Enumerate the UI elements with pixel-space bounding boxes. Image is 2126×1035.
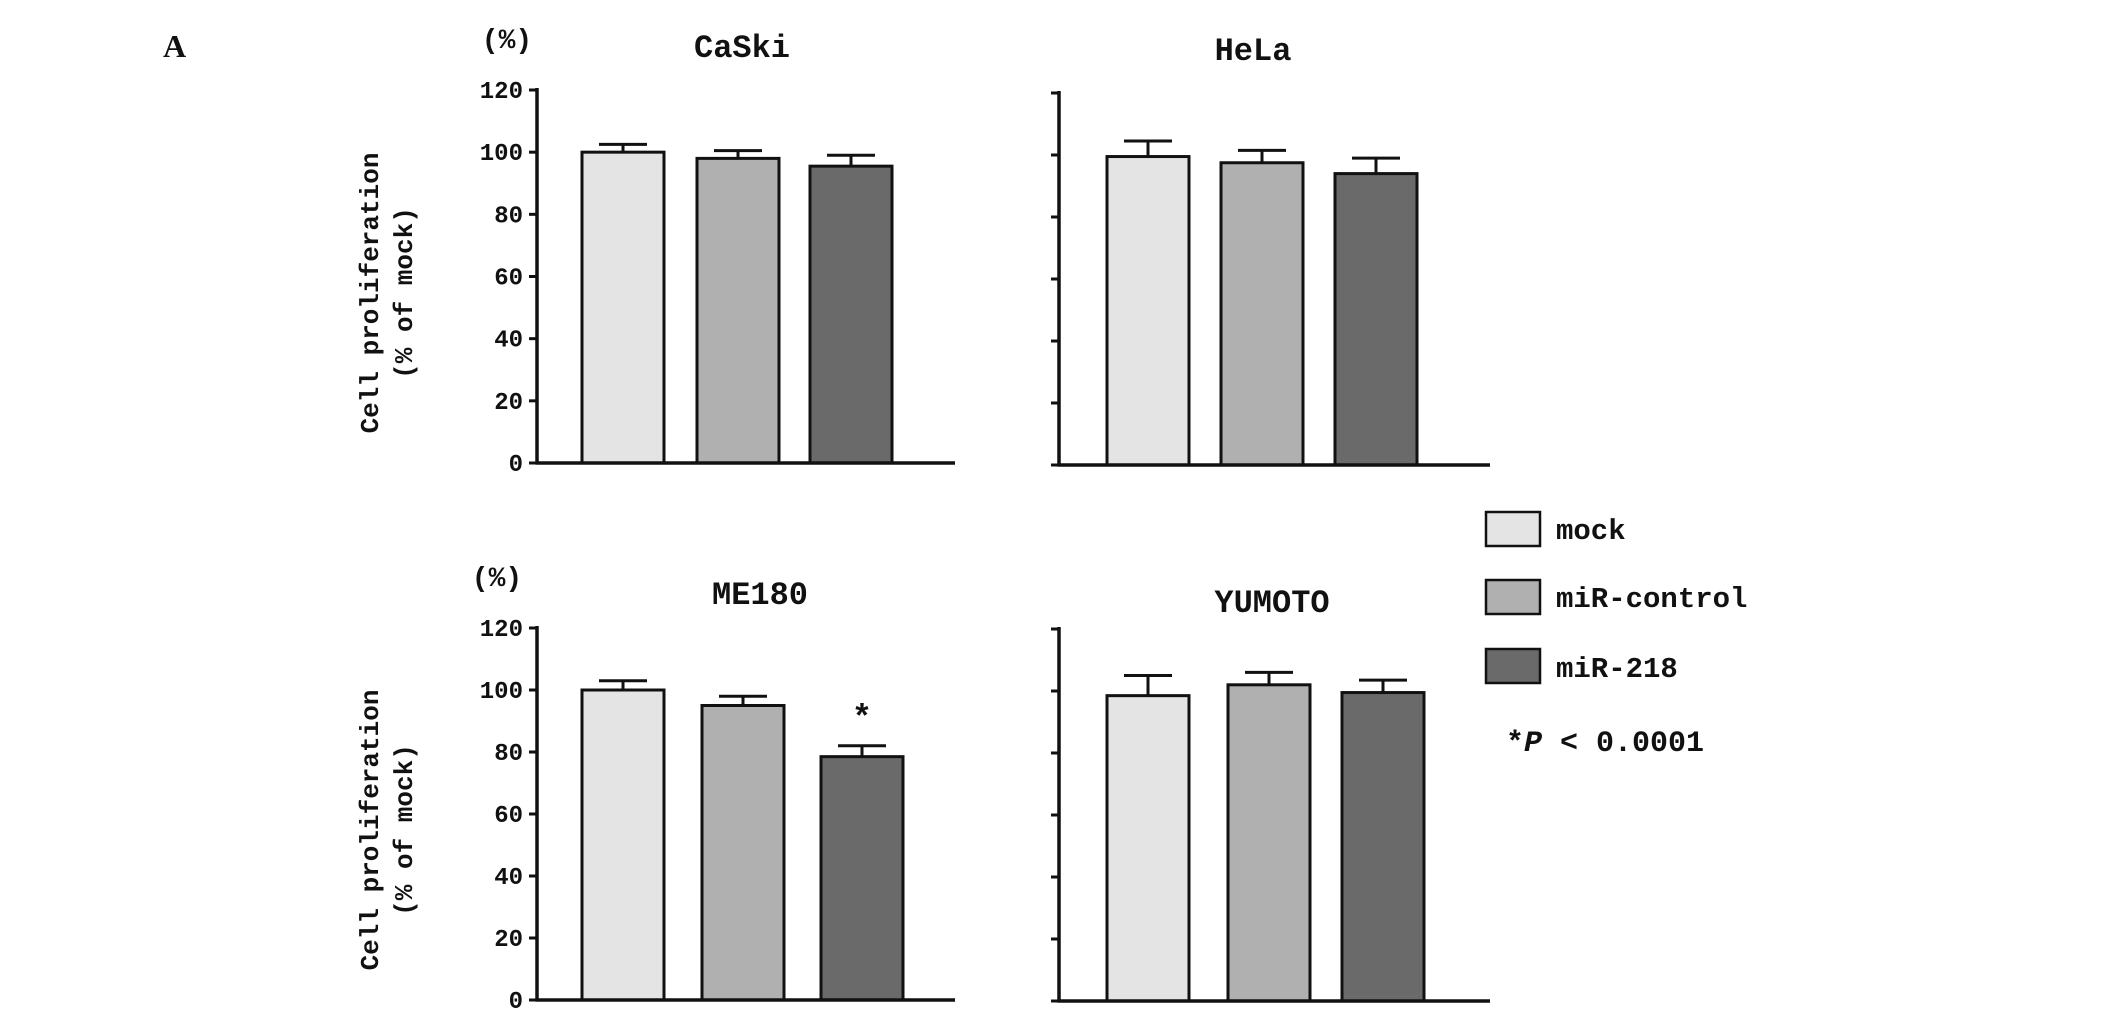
y-tick-label: 20 [494, 390, 523, 417]
y-tick-label: 80 [494, 203, 523, 230]
bar-mir-218 [808, 164, 894, 465]
chart-hela: HeLa [1051, 33, 1490, 467]
chart-caski: CaSki 0 20 40 60 80 100 120 [480, 30, 955, 479]
legend-label-mock: mock [1556, 515, 1626, 548]
y-tick-label: 120 [480, 617, 523, 644]
bar-mock [580, 688, 666, 1002]
bar-mock [1105, 694, 1191, 1003]
significance-note: *P < 0.0001 [1506, 727, 1704, 761]
y-tick-label: 20 [494, 927, 523, 954]
bar-mir-218 [1340, 691, 1426, 1003]
chart-title: HeLa [1215, 33, 1292, 70]
bar-mir-control [700, 704, 786, 1002]
y-axis-label-line1: Cell proliferation [356, 153, 386, 434]
y-axis-label-line2: (% of mock) [390, 207, 420, 379]
bar-mir-218 [1333, 172, 1419, 467]
legend-swatch-mir-218 [1484, 647, 1542, 685]
y-tick-label: 40 [494, 865, 523, 892]
y-tick-label: 120 [480, 79, 523, 106]
significance-note-star: * [1506, 727, 1524, 761]
unit-label-top: (%) [482, 26, 532, 57]
chart-title: YUMOTO [1214, 585, 1329, 622]
y-axis-label-top: Cell proliferation (% of mock) [356, 153, 420, 434]
y-tick-label: 60 [494, 803, 523, 830]
chart-yumoto: YUMOTO [1051, 585, 1490, 1003]
bar-mir-control [1226, 683, 1312, 1003]
y-tick-label: 40 [494, 328, 523, 355]
bar-mock [1105, 155, 1191, 467]
bar-mock [580, 150, 666, 465]
bar-mir-control [695, 156, 781, 465]
y-tick-label: 100 [480, 141, 523, 168]
significance-note-threshold: < 0.0001 [1542, 727, 1704, 761]
y-axis-label-line1: Cell proliferation [356, 690, 386, 971]
unit-label-bottom: (%) [472, 564, 522, 595]
y-tick-label: 60 [494, 266, 523, 293]
y-tick-label: 0 [509, 989, 523, 1016]
y-axis-label-bottom: Cell proliferation (% of mock) [356, 690, 420, 971]
legend-swatch-mir-control [1484, 578, 1542, 616]
legend-label-mir-control: miR-control [1556, 583, 1747, 616]
legend: mock miR-control miR-218 *P < 0.0001 [1484, 510, 1747, 761]
y-tick-label: 0 [509, 452, 523, 479]
legend-swatch-mock [1484, 510, 1542, 548]
y-tick-label: 100 [480, 679, 523, 706]
legend-label-mir-218: miR-218 [1556, 653, 1678, 686]
significance-note-p: P [1524, 727, 1542, 761]
bar-mir-control [1219, 161, 1305, 467]
chart-title: CaSki [694, 30, 790, 67]
chart-title: ME180 [712, 577, 808, 614]
y-axis-label-line2: (% of mock) [390, 744, 420, 916]
panel-label: A [163, 28, 186, 64]
y-tick-label: 80 [494, 741, 523, 768]
charts: CaSki 0 20 40 60 80 100 120 HeLa ME180 * 0 20 40 60 80 1… [480, 30, 1490, 1016]
significance-star: * [852, 701, 872, 739]
bar-mir-218 [819, 755, 905, 1002]
chart-me180: ME180 * 0 20 40 60 80 100 120 [480, 577, 955, 1016]
